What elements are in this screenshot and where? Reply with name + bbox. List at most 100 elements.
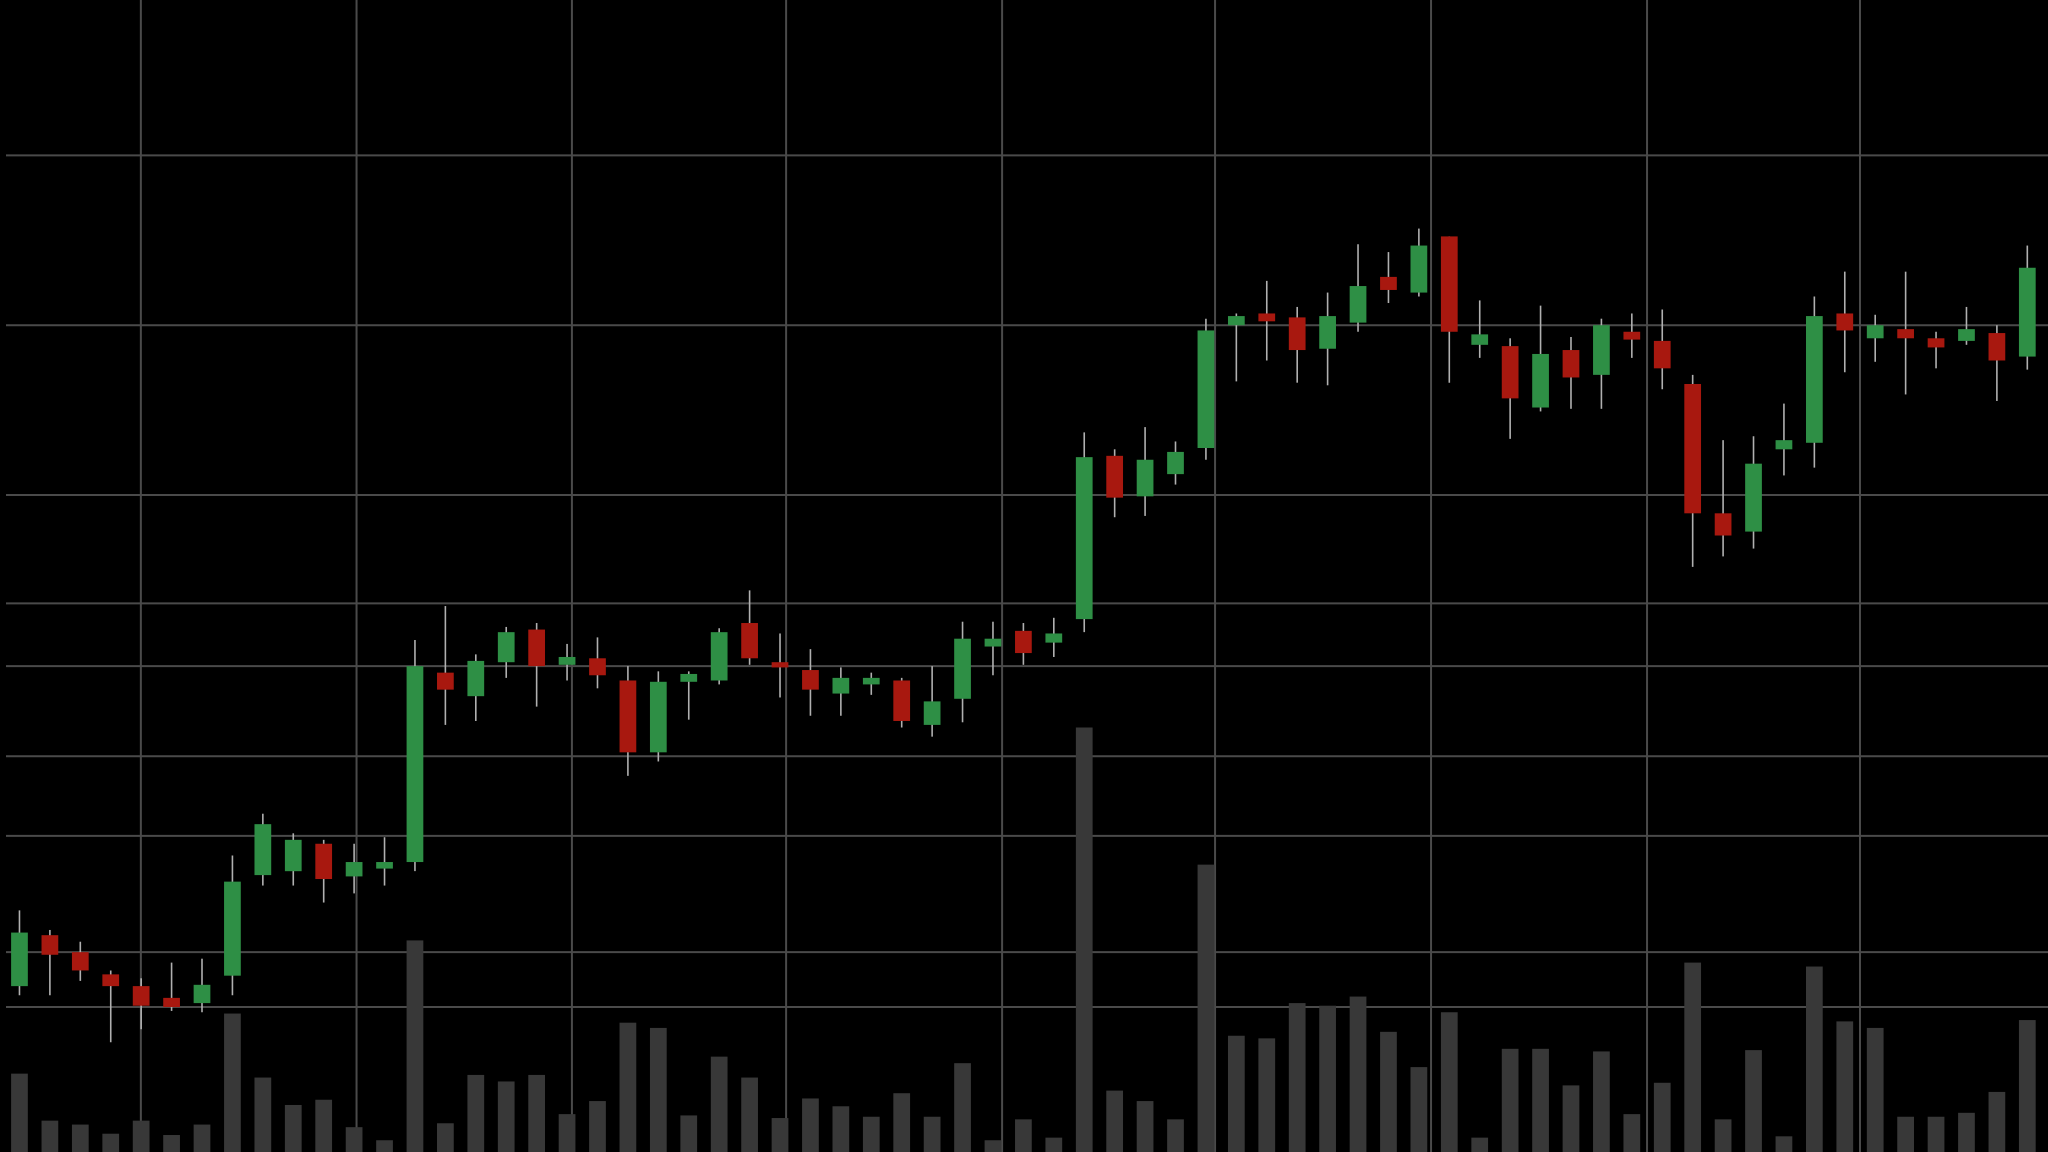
volume-bar	[254, 1077, 272, 1152]
candle-body	[1562, 350, 1580, 378]
volume-bar	[771, 1118, 789, 1152]
candle-body	[376, 862, 393, 869]
candle-body	[619, 680, 637, 753]
candle-body	[528, 629, 546, 667]
volume-bar	[1988, 1091, 2006, 1152]
volume-bar	[406, 940, 424, 1152]
candle-body	[2018, 267, 2036, 357]
candle-body	[102, 974, 120, 987]
volume-bar	[1532, 1048, 1549, 1152]
candle-body	[680, 673, 698, 682]
volume-bar	[1805, 966, 1823, 1152]
volume-bar	[437, 1123, 454, 1152]
volume-bar	[1623, 1114, 1641, 1152]
candle-body	[1106, 455, 1124, 498]
volume-bar	[1075, 727, 1093, 1152]
volume-bar	[71, 1124, 89, 1152]
volume-bar	[680, 1115, 698, 1152]
candle-body	[923, 701, 941, 725]
candle-body	[1410, 245, 1428, 293]
volume-bar	[1684, 962, 1702, 1152]
candle-body	[954, 638, 971, 699]
volume-bar	[1015, 1119, 1032, 1152]
candle-body	[1501, 346, 1519, 399]
volume-bar	[284, 1104, 302, 1152]
volume-bar	[1349, 996, 1367, 1152]
candle-body	[1288, 317, 1306, 351]
candle-body	[1593, 325, 1610, 375]
volume-bar	[1045, 1137, 1063, 1152]
candle-body	[467, 660, 485, 697]
candle-body	[11, 932, 28, 987]
candle-body	[589, 658, 606, 676]
candle-body	[315, 843, 333, 880]
candle-body	[771, 662, 789, 668]
volume-bar	[11, 1073, 28, 1152]
candle-body	[649, 681, 667, 753]
volume-bar	[1866, 1027, 1884, 1152]
candle-body	[984, 638, 1002, 647]
candle-body	[71, 952, 89, 971]
volume-bar	[619, 1022, 637, 1152]
volume-bar	[528, 1074, 546, 1152]
volume-bar	[467, 1074, 485, 1152]
volume-bar	[1440, 1012, 1458, 1152]
candle-body	[802, 670, 819, 690]
volume-bar	[193, 1124, 211, 1152]
candle-body	[132, 986, 150, 1006]
candle-body	[163, 997, 180, 1008]
volume-bar	[345, 1127, 363, 1152]
candle-body	[406, 666, 424, 863]
candle-body	[1380, 276, 1397, 290]
volume-bar	[132, 1120, 150, 1152]
volume-bar	[1380, 1031, 1397, 1152]
candle-body	[193, 984, 211, 1004]
volume-bar	[376, 1140, 393, 1152]
candle-body	[862, 677, 880, 685]
volume-bar	[1714, 1119, 1732, 1152]
candle-body	[710, 632, 728, 681]
candle-body	[254, 824, 272, 876]
volume-bar	[1562, 1085, 1580, 1152]
candle-body	[1653, 340, 1671, 369]
volume-bar	[1775, 1136, 1793, 1152]
candle-body	[1958, 329, 1975, 341]
candle-body	[1015, 630, 1032, 654]
volume-bar	[1167, 1119, 1184, 1152]
candle-body	[1167, 451, 1184, 475]
volume-bar	[102, 1133, 120, 1152]
volume-bar	[923, 1116, 941, 1152]
volume-bar	[1136, 1101, 1154, 1152]
candle-body	[41, 935, 59, 955]
volume-bar	[1197, 864, 1215, 1152]
candle-body	[741, 623, 758, 659]
volume-bar	[1319, 1005, 1336, 1152]
volume-bar	[649, 1027, 667, 1152]
volume-bar	[558, 1114, 576, 1152]
candle-body	[345, 862, 363, 877]
volume-bar	[1288, 1003, 1306, 1152]
candle-body	[1745, 463, 1762, 532]
candle-body	[1805, 316, 1823, 443]
candle-body	[1075, 457, 1093, 620]
candle-body	[437, 672, 454, 690]
candle-body	[1897, 329, 1914, 339]
volume-bar	[224, 1013, 241, 1152]
volume-bar	[954, 1063, 971, 1152]
volume-bar	[710, 1056, 728, 1152]
volume-bar	[1653, 1082, 1671, 1152]
candle-body	[1714, 513, 1732, 536]
volume-bar	[1927, 1116, 1945, 1152]
volume-bar	[1745, 1050, 1762, 1152]
volume-bar	[589, 1101, 606, 1152]
volume-bar	[984, 1140, 1002, 1152]
volume-bar	[1593, 1051, 1610, 1152]
candle-body	[1440, 236, 1458, 332]
volume-bar	[1836, 1021, 1854, 1152]
candle-body	[1775, 440, 1793, 450]
candle-body	[893, 680, 911, 721]
candle-body	[1227, 316, 1245, 326]
candle-body	[1623, 331, 1641, 340]
volume-bar	[163, 1135, 180, 1152]
